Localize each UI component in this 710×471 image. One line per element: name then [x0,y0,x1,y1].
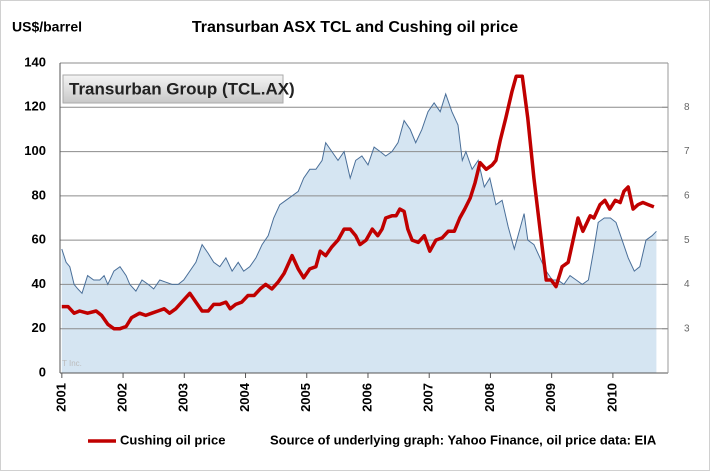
y2-tick-label: 4 [684,279,690,290]
y2-tick-label: 8 [684,102,690,113]
series-area [61,94,657,373]
x-tick-label: 2008 [482,383,497,412]
y2-tick-label: 7 [684,146,690,157]
y-tick-label: 20 [32,320,46,335]
x-tick-label: 2004 [237,382,252,412]
x-tick-label: 2009 [543,383,558,412]
x-tick-label: 2002 [115,383,130,412]
series-line [61,92,657,295]
source-note: Source of underlying graph: Yahoo Financ… [270,432,657,447]
series-label-box [62,74,284,104]
y-tick-label: 140 [24,54,46,69]
y-tick-label: 100 [24,143,46,158]
y-axis-label: US$/barrel [12,19,82,35]
chart-title: Transurban ASX TCL and Cushing oil price [192,19,518,36]
plot-area [60,62,668,374]
y-tick-label: 0 [39,364,46,379]
x-tick-label: 2007 [421,383,436,412]
legend-label: Cushing oil price [120,432,225,447]
y2-tick-label: 3 [684,323,690,334]
x-tick-label: 2010 [604,383,619,412]
series-label: Transurban Group (TCL.AX) [69,79,295,98]
x-tick-label: 2006 [359,383,374,412]
series-line [61,74,655,331]
y-tick-label: 60 [32,232,46,247]
y-tick-label: 40 [32,276,46,291]
y2-tick-label: 5 [684,235,690,246]
x-tick-label: 2003 [176,383,191,412]
y-tick-label: 80 [32,187,46,202]
watermark: T Inc. [62,359,82,368]
y-tick-label: 120 [24,99,46,114]
x-tick-label: 2001 [53,383,68,412]
x-tick-label: 2005 [298,383,313,412]
y2-tick-label: 6 [684,190,690,201]
